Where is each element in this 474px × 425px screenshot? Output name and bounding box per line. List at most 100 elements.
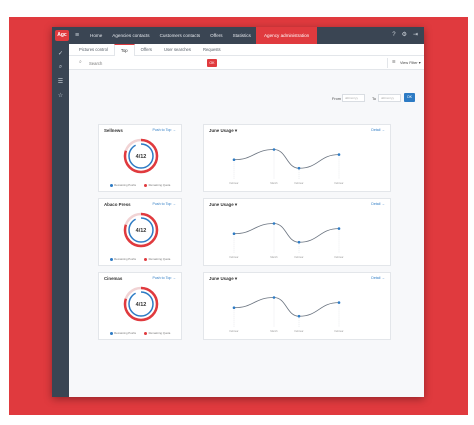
usage-series-line [233, 223, 340, 243]
filter-icon[interactable]: ☰ [392, 59, 396, 64]
push-to-top-link[interactable]: Push to Top → [152, 128, 176, 132]
legend-label: Remaining Quota [148, 257, 171, 261]
usage-series-line [233, 297, 340, 317]
usage-point[interactable] [297, 166, 301, 170]
search-input[interactable] [89, 58, 207, 68]
usage-card: June Usage ▾ Detail → Februar March Februar… [203, 198, 391, 266]
legend-item: Remaining Quota [144, 183, 170, 187]
search-icon[interactable]: ⌕ [58, 64, 63, 70]
nav-agencies-contacts[interactable]: Agencies contacts [112, 33, 150, 38]
legend-label: Remaining Quota [148, 331, 171, 335]
logout-icon[interactable]: ⇥ [412, 32, 418, 38]
view-filter-dropdown[interactable]: View Filter ▾ [400, 61, 421, 65]
settings-icon[interactable]: ⚙ [401, 32, 407, 38]
nav-home[interactable]: Home [90, 33, 103, 38]
quota-card: Sellnews Push to Top → Remaining Pushs R… [98, 124, 182, 192]
x-tick-label: March [270, 181, 278, 185]
donut-legend: Remaining Pushs Remaining Quota [99, 257, 181, 261]
sub-tabs: Pictures control Top Offers User searche… [69, 44, 424, 56]
card-title: Abaco Press [104, 202, 131, 207]
donut-value: 4/12 [136, 154, 147, 160]
nav-customers-contacts[interactable]: Customers contacts [159, 33, 201, 38]
usage-title[interactable]: June Usage ▾ [209, 276, 237, 282]
list-icon[interactable]: ☰ [57, 79, 64, 85]
check-icon[interactable]: ✓ [57, 51, 64, 57]
app-logo[interactable]: Agc [55, 30, 69, 41]
usage-point[interactable] [337, 227, 341, 230]
tab-requests[interactable]: Requests [202, 47, 221, 52]
tab-pictures-control[interactable]: Pictures control [79, 47, 108, 52]
x-tick-label: March [270, 255, 278, 259]
tab-user-searches[interactable]: User searches [163, 47, 191, 52]
usage-card: June Usage ▾ Detail → Februar March Februar… [203, 272, 391, 340]
app-window: Agc ≡ Home Agencies contacts Customers c… [52, 27, 424, 397]
from-label: From [332, 97, 341, 101]
usage-title[interactable]: June Usage ▾ [209, 202, 237, 208]
legend-item: Remaining Quota [144, 331, 170, 335]
donut-outer-arc [123, 212, 159, 248]
legend-label: Remaining Pushs [114, 331, 137, 335]
usage-line-chart: Februar March Februar Februar [229, 222, 344, 259]
usage-point[interactable] [272, 296, 276, 299]
legend-item: Remaining Pushs [109, 183, 136, 187]
usage-line-chart: Februar March Februar Februar [229, 296, 344, 333]
date-ok-button[interactable]: OK [404, 93, 415, 102]
detail-link[interactable]: Detail → [371, 128, 385, 132]
card-title: Sellnews [104, 128, 123, 133]
tab-offers[interactable]: Offers [140, 47, 152, 52]
donut-value: 4/12 [136, 302, 147, 308]
star-icon[interactable]: ☆ [57, 93, 64, 99]
usage-title[interactable]: June Usage ▾ [209, 128, 237, 134]
help-icon[interactable]: ? [392, 32, 396, 38]
usage-point[interactable] [337, 301, 341, 304]
hamburger-icon[interactable]: ≡ [75, 32, 80, 39]
detail-link[interactable]: Detail → [371, 276, 385, 280]
tab-top[interactable]: Top [113, 44, 135, 56]
nav-statistics[interactable]: Statistics [232, 33, 251, 38]
usage-card: June Usage ▾ Detail → Februar March Februar… [203, 124, 391, 192]
nav-agency-administration[interactable]: Agency administration [255, 27, 318, 44]
legend-dot-blue [109, 183, 113, 187]
usage-point[interactable] [337, 153, 341, 156]
search-icon: ⌕ [79, 59, 82, 65]
legend-item: Remaining Quota [144, 257, 170, 261]
push-to-top-link[interactable]: Push to Top → [152, 276, 176, 280]
chevron-down-icon: ▾ [234, 202, 238, 207]
donut-legend: Remaining Pushs Remaining Quota [99, 331, 181, 335]
usage-point[interactable] [232, 232, 236, 235]
donut-outer-arc [123, 286, 159, 322]
usage-point[interactable] [232, 158, 236, 161]
legend-item: Remaining Pushs [109, 331, 137, 335]
donut-legend: Remaining Pushs Remaining Quota [99, 183, 181, 187]
push-to-top-link[interactable]: Push to Top → [152, 202, 176, 206]
x-tick-label: Februar [294, 329, 303, 333]
chevron-down-icon: ▾ [234, 128, 238, 133]
donut-inner-arc [128, 143, 154, 169]
usage-point[interactable] [297, 240, 301, 244]
usage-point[interactable] [232, 306, 236, 309]
usage-title-prefix: June [209, 202, 220, 207]
search-ok-button[interactable]: OK [207, 59, 217, 67]
quota-donut-chart: 4/12 [123, 138, 159, 174]
quota-card: Cinemas Push to Top → Remaining Pushs Re… [98, 272, 182, 340]
search-bar: ⌕ OK ☰ View Filter ▾ [69, 56, 424, 70]
from-date-input[interactable]: dd/mm/yy [342, 94, 365, 102]
usage-series-line [233, 149, 340, 169]
usage-point[interactable] [272, 148, 276, 151]
legend-dot-red [144, 331, 148, 335]
to-date-input[interactable]: dd/mm/yy [378, 94, 401, 102]
usage-point[interactable] [272, 222, 276, 225]
usage-point[interactable] [297, 314, 301, 318]
detail-link[interactable]: Detail → [371, 202, 385, 206]
sidebar: ✓ ⌕ ☰ ☆ [52, 44, 69, 397]
donut-inner-arc [128, 217, 154, 243]
x-tick-label: Februar [229, 329, 238, 333]
nav-offers[interactable]: Offers [210, 33, 223, 38]
legend-dot-red [144, 183, 148, 187]
quota-card: Abaco Press Push to Top → Remaining Push… [98, 198, 182, 266]
top-icons: ? ⚙ ⇥ [392, 27, 418, 44]
usage-title-text: Usage [220, 202, 234, 207]
x-tick-label: Februar [334, 181, 343, 185]
legend-item: Remaining Pushs [109, 257, 136, 261]
